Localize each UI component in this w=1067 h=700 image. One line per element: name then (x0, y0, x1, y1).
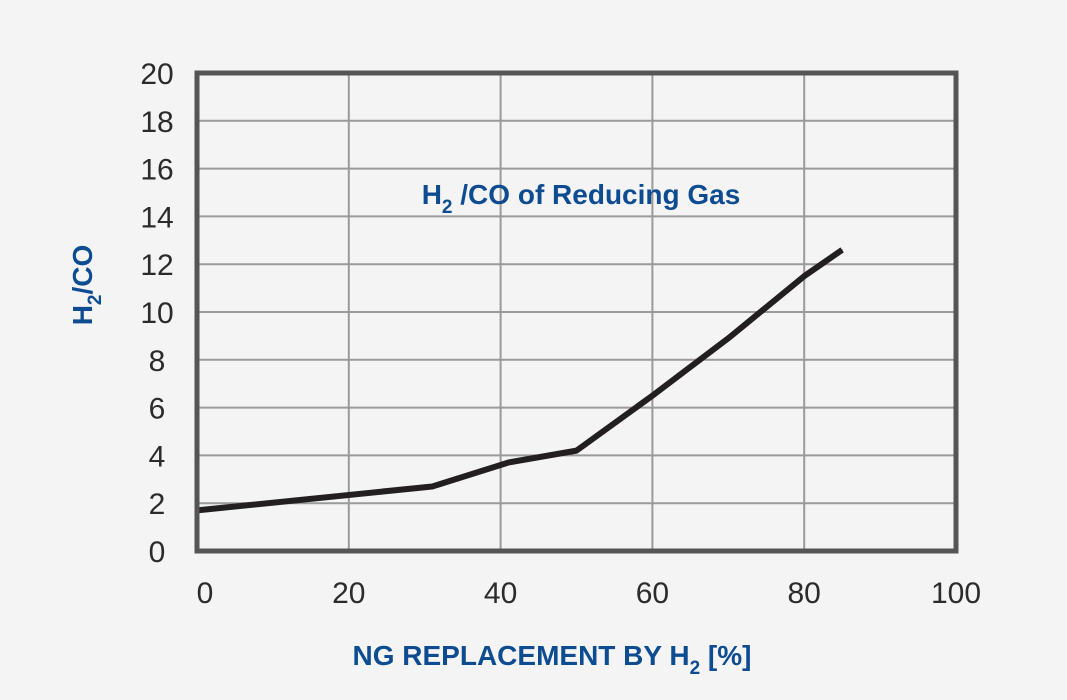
y-axis-title-subscript: 2 (85, 294, 106, 305)
y-tick-label: 8 (149, 345, 166, 378)
y-tick-label: 4 (149, 440, 166, 473)
y-axis-title: H2/CO (67, 245, 106, 326)
x-tick-label: 80 (788, 577, 821, 610)
y-axis-title-main: H (67, 305, 98, 325)
data-point (651, 395, 653, 397)
y-axis-title-suffix: /CO (67, 245, 98, 295)
grid-lines (197, 73, 956, 551)
data-point (803, 275, 805, 277)
x-axis-title: NG REPLACEMENT BY H2 [%] (353, 640, 752, 679)
x-tick-label: 0 (197, 577, 214, 610)
y-tick-label: 0 (149, 536, 166, 569)
y-tick-labels: 0 2 4 6 8 10 12 14 16 18 20 (140, 58, 173, 569)
series-layer (196, 247, 844, 514)
x-axis-title-suffix: [%] (700, 640, 751, 671)
x-axis-title-main: NG REPLACEMENT BY H (353, 640, 690, 671)
chart-annotation: H2 /CO of Reducing Gas (422, 179, 741, 218)
plot-frame (194, 70, 959, 554)
x-axis-title-subscript: 2 (690, 658, 701, 679)
y-tick-label: 12 (140, 249, 173, 282)
y-tick-label: 14 (140, 201, 173, 234)
y-tick-label: 2 (149, 488, 166, 521)
annotation-main: H (422, 179, 442, 210)
x-tick-label: 40 (484, 577, 517, 610)
y-tick-label: 10 (140, 297, 173, 330)
data-point (727, 337, 729, 339)
annotation-subscript: 2 (442, 197, 453, 218)
annotation-suffix: /CO of Reducing Gas (453, 179, 741, 210)
y-tick-label: 6 (149, 393, 166, 426)
y-tick-label: 16 (140, 154, 173, 187)
data-point (576, 450, 577, 452)
data-point (507, 462, 509, 464)
x-tick-label: 20 (332, 577, 365, 610)
x-tick-label: 60 (636, 577, 669, 610)
y-tick-label: 20 (140, 58, 173, 91)
y-tick-label: 18 (140, 106, 173, 139)
x-tick-label: 100 (931, 577, 981, 610)
data-point (431, 485, 433, 487)
x-tick-labels: 0 20 40 60 80 100 (197, 577, 981, 610)
series-line-0 (196, 247, 844, 514)
data-point (841, 249, 843, 251)
